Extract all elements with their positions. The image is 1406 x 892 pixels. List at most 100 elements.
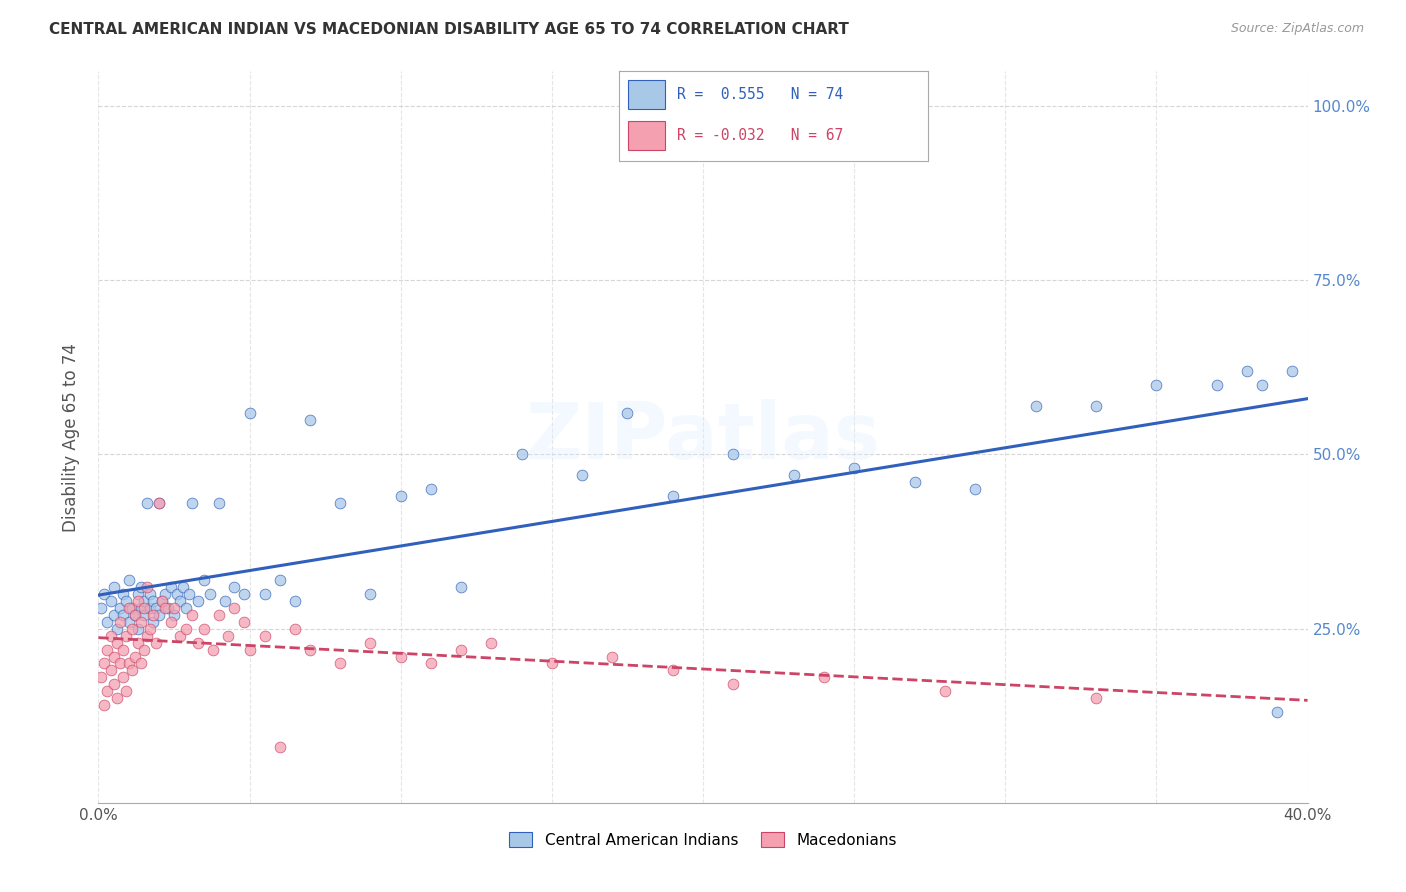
Point bbox=[142, 594, 165, 608]
Point bbox=[661, 664, 683, 678]
Point bbox=[193, 622, 215, 636]
Point bbox=[187, 635, 209, 649]
Point bbox=[450, 580, 472, 594]
Point bbox=[1085, 399, 1108, 413]
Point bbox=[1024, 399, 1046, 413]
Point bbox=[1281, 364, 1303, 378]
Point bbox=[150, 594, 173, 608]
Point bbox=[108, 657, 131, 671]
Point bbox=[100, 594, 122, 608]
Point bbox=[160, 615, 183, 629]
Point bbox=[150, 594, 173, 608]
Point bbox=[174, 622, 197, 636]
Point bbox=[813, 670, 835, 684]
Point bbox=[169, 594, 191, 608]
Point bbox=[163, 600, 186, 615]
Text: Source: ZipAtlas.com: Source: ZipAtlas.com bbox=[1230, 22, 1364, 36]
Point bbox=[127, 622, 149, 636]
Point bbox=[389, 489, 412, 503]
Text: CENTRAL AMERICAN INDIAN VS MACEDONIAN DISABILITY AGE 65 TO 74 CORRELATION CHART: CENTRAL AMERICAN INDIAN VS MACEDONIAN DI… bbox=[49, 22, 849, 37]
Point bbox=[121, 664, 143, 678]
Point bbox=[111, 670, 134, 684]
Point bbox=[114, 629, 136, 643]
Point bbox=[142, 615, 165, 629]
Point bbox=[139, 600, 162, 615]
Point bbox=[105, 691, 128, 706]
Point bbox=[111, 587, 134, 601]
Point bbox=[124, 607, 146, 622]
Point bbox=[253, 629, 276, 643]
Point bbox=[139, 587, 162, 601]
Point bbox=[93, 657, 115, 671]
Point bbox=[90, 670, 112, 684]
Point bbox=[129, 615, 152, 629]
Point bbox=[232, 615, 254, 629]
Point bbox=[145, 635, 167, 649]
Point bbox=[96, 642, 118, 657]
Point bbox=[96, 615, 118, 629]
Point bbox=[114, 594, 136, 608]
Point bbox=[269, 740, 291, 755]
Point bbox=[148, 607, 170, 622]
Point bbox=[166, 587, 188, 601]
Point bbox=[153, 600, 176, 615]
Y-axis label: Disability Age 65 to 74: Disability Age 65 to 74 bbox=[62, 343, 80, 532]
Point bbox=[181, 607, 204, 622]
Point bbox=[103, 649, 125, 664]
Point bbox=[200, 587, 222, 601]
Point bbox=[420, 483, 443, 497]
Point bbox=[269, 573, 291, 587]
Point bbox=[135, 496, 157, 510]
Point bbox=[602, 649, 624, 664]
Point bbox=[540, 657, 562, 671]
Point bbox=[153, 587, 176, 601]
Point bbox=[145, 600, 167, 615]
Point bbox=[965, 483, 987, 497]
Point bbox=[132, 600, 155, 615]
Point bbox=[934, 684, 956, 698]
Point bbox=[93, 698, 115, 713]
Point bbox=[127, 587, 149, 601]
Point bbox=[1206, 377, 1229, 392]
Point bbox=[420, 657, 443, 671]
Point bbox=[156, 600, 179, 615]
Point bbox=[148, 496, 170, 510]
Bar bbox=[628, 121, 665, 150]
Point bbox=[148, 496, 170, 510]
Point bbox=[329, 496, 352, 510]
Point bbox=[127, 594, 149, 608]
Point bbox=[360, 635, 382, 649]
Point bbox=[124, 607, 146, 622]
Point bbox=[299, 412, 322, 426]
Point bbox=[284, 622, 307, 636]
Point bbox=[139, 622, 162, 636]
Bar bbox=[628, 80, 665, 109]
Legend: Central American Indians, Macedonians: Central American Indians, Macedonians bbox=[503, 825, 903, 854]
Point bbox=[105, 622, 128, 636]
Point bbox=[121, 600, 143, 615]
Text: ZIPatlas: ZIPatlas bbox=[526, 399, 880, 475]
Point bbox=[661, 489, 683, 503]
Point bbox=[1236, 364, 1258, 378]
Point bbox=[93, 587, 115, 601]
Point bbox=[1267, 705, 1289, 719]
Point bbox=[135, 629, 157, 643]
Text: R = -0.032   N = 67: R = -0.032 N = 67 bbox=[678, 128, 844, 143]
Point bbox=[723, 677, 745, 691]
Point bbox=[163, 607, 186, 622]
Point bbox=[100, 664, 122, 678]
Point bbox=[1144, 377, 1167, 392]
Point bbox=[571, 468, 593, 483]
Point bbox=[329, 657, 352, 671]
Point bbox=[904, 475, 927, 490]
Point bbox=[114, 684, 136, 698]
Point bbox=[96, 684, 118, 698]
Point bbox=[510, 448, 533, 462]
Point bbox=[181, 496, 204, 510]
Point bbox=[127, 635, 149, 649]
Point bbox=[118, 600, 141, 615]
Point bbox=[124, 649, 146, 664]
Point bbox=[174, 600, 197, 615]
Point bbox=[90, 600, 112, 615]
Point bbox=[217, 629, 239, 643]
